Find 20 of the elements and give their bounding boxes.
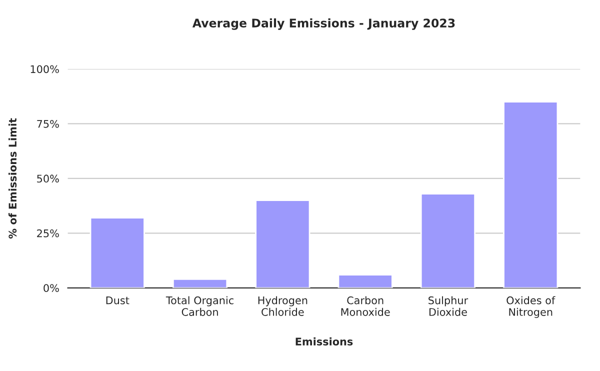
bar bbox=[255, 200, 310, 288]
bar bbox=[420, 193, 476, 288]
x-tick-label: Total Organic Carbon bbox=[166, 296, 234, 316]
bar bbox=[503, 101, 558, 288]
y-tick-label: 50% bbox=[37, 174, 59, 183]
x-tick-label: Sulphur Dioxide bbox=[428, 296, 468, 316]
y-tick-label: 0% bbox=[44, 284, 59, 292]
y-tick-label: 25% bbox=[37, 229, 59, 238]
bar bbox=[90, 217, 145, 288]
bar bbox=[338, 274, 393, 288]
chart-title: Average Daily Emissions - January 2023 bbox=[192, 18, 455, 30]
x-tick-label: Oxides of Nitrogen bbox=[506, 296, 556, 318]
x-axis-title: Emissions bbox=[296, 337, 353, 346]
y-axis-title: % of Emissions Limit bbox=[8, 118, 17, 239]
x-tick-label: Carbon Monoxide bbox=[341, 296, 390, 316]
x-tick-label: Hydrogen Chloride bbox=[258, 296, 308, 316]
y-tick-label: 100% bbox=[30, 65, 59, 74]
bar bbox=[172, 278, 228, 288]
y-tick-label: 75% bbox=[37, 120, 59, 128]
x-tick-label: Dust bbox=[106, 296, 130, 304]
